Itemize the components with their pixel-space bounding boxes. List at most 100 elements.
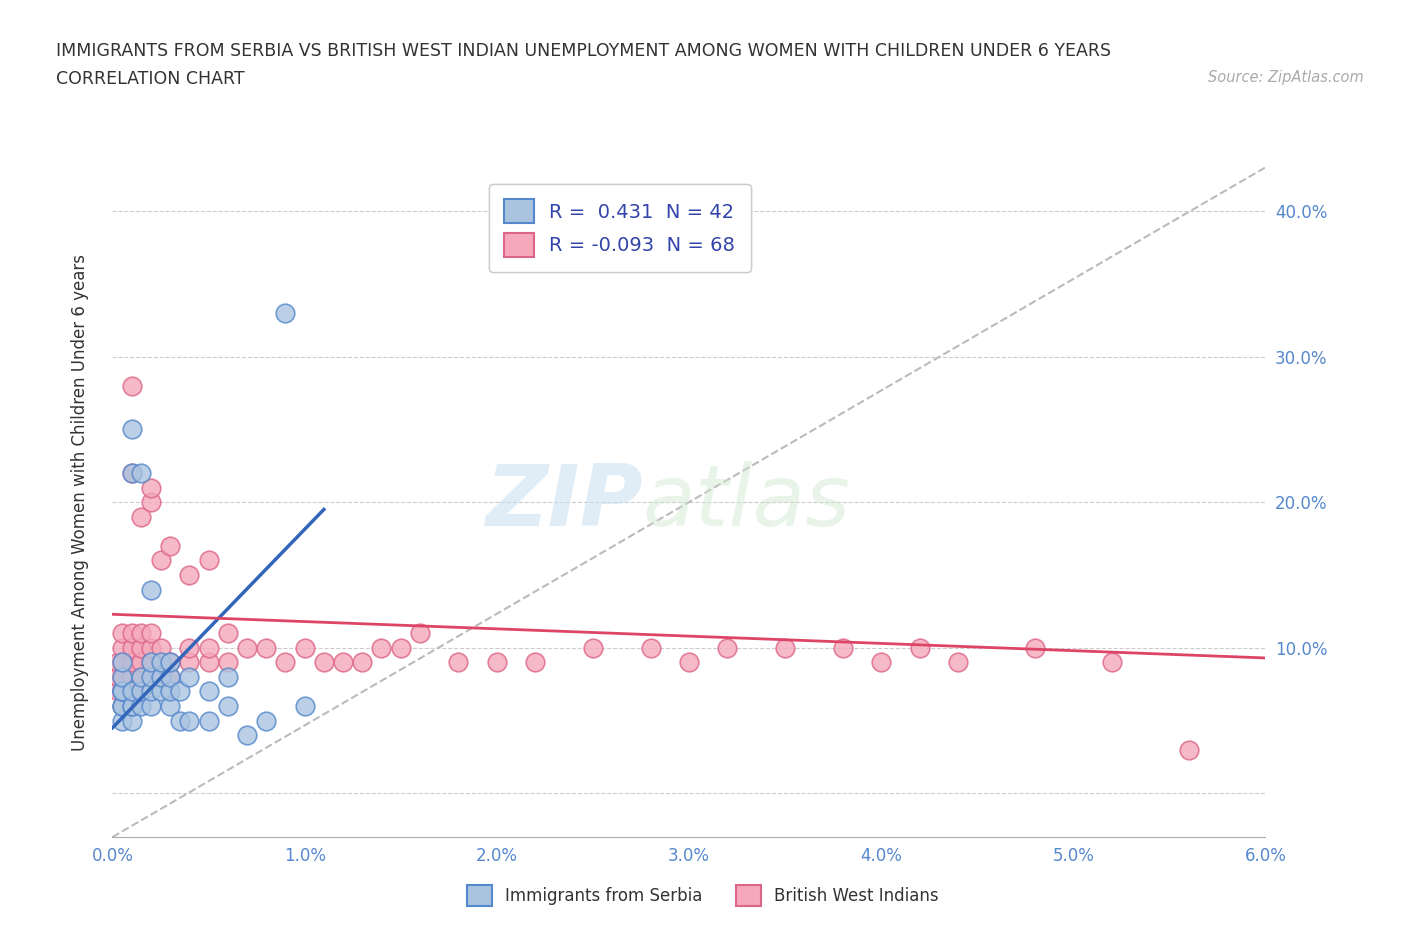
- Point: [107, 670, 129, 684]
- Point: [111, 641, 134, 656]
- Point: [159, 670, 181, 684]
- Point: [121, 466, 143, 481]
- Point: [1101, 655, 1123, 670]
- Point: [197, 641, 219, 656]
- Point: [1177, 742, 1199, 757]
- Point: [111, 655, 134, 670]
- Point: [129, 698, 153, 713]
- Point: [129, 684, 153, 698]
- Point: [870, 655, 893, 670]
- Text: Source: ZipAtlas.com: Source: ZipAtlas.com: [1208, 70, 1364, 85]
- Point: [129, 670, 153, 684]
- Point: [111, 670, 134, 684]
- Point: [139, 480, 162, 495]
- Point: [129, 626, 153, 641]
- Point: [111, 684, 134, 698]
- Point: [236, 641, 259, 656]
- Point: [294, 698, 316, 713]
- Point: [139, 670, 162, 684]
- Point: [149, 655, 172, 670]
- Point: [139, 582, 162, 597]
- Point: [111, 655, 134, 670]
- Point: [129, 655, 153, 670]
- Point: [447, 655, 470, 670]
- Point: [139, 655, 162, 670]
- Point: [352, 655, 374, 670]
- Point: [111, 684, 134, 698]
- Point: [409, 626, 432, 641]
- Point: [111, 713, 134, 728]
- Point: [139, 626, 162, 641]
- Point: [582, 641, 605, 656]
- Point: [121, 466, 143, 481]
- Point: [107, 684, 129, 698]
- Point: [111, 684, 134, 698]
- Point: [197, 713, 219, 728]
- Point: [159, 670, 181, 684]
- Point: [121, 422, 143, 437]
- Point: [159, 538, 181, 553]
- Text: atlas: atlas: [643, 460, 851, 544]
- Legend: Immigrants from Serbia, British West Indians: Immigrants from Serbia, British West Ind…: [460, 879, 946, 912]
- Point: [139, 684, 162, 698]
- Point: [139, 698, 162, 713]
- Y-axis label: Unemployment Among Women with Children Under 6 years: Unemployment Among Women with Children U…: [70, 254, 89, 751]
- Point: [217, 670, 239, 684]
- Point: [111, 698, 134, 713]
- Point: [149, 641, 172, 656]
- Point: [169, 713, 191, 728]
- Point: [332, 655, 354, 670]
- Point: [274, 306, 297, 321]
- Point: [121, 379, 143, 393]
- Point: [197, 655, 219, 670]
- Point: [254, 641, 277, 656]
- Point: [121, 655, 143, 670]
- Point: [121, 698, 143, 713]
- Point: [111, 670, 134, 684]
- Text: IMMIGRANTS FROM SERBIA VS BRITISH WEST INDIAN UNEMPLOYMENT AMONG WOMEN WITH CHIL: IMMIGRANTS FROM SERBIA VS BRITISH WEST I…: [56, 42, 1111, 60]
- Point: [716, 641, 738, 656]
- Point: [485, 655, 508, 670]
- Point: [129, 466, 153, 481]
- Point: [121, 670, 143, 684]
- Point: [197, 684, 219, 698]
- Point: [129, 670, 153, 684]
- Point: [179, 655, 201, 670]
- Point: [121, 626, 143, 641]
- Point: [111, 698, 134, 713]
- Text: CORRELATION CHART: CORRELATION CHART: [56, 70, 245, 87]
- Point: [312, 655, 335, 670]
- Point: [121, 698, 143, 713]
- Point: [773, 641, 796, 656]
- Point: [139, 670, 162, 684]
- Text: ZIP: ZIP: [485, 460, 643, 544]
- Point: [149, 553, 172, 568]
- Point: [197, 553, 219, 568]
- Point: [159, 684, 181, 698]
- Point: [121, 684, 143, 698]
- Point: [179, 713, 201, 728]
- Point: [111, 698, 134, 713]
- Point: [389, 641, 412, 656]
- Point: [217, 698, 239, 713]
- Point: [121, 713, 143, 728]
- Point: [121, 641, 143, 656]
- Point: [129, 510, 153, 525]
- Point: [640, 641, 662, 656]
- Point: [139, 495, 162, 510]
- Point: [294, 641, 316, 656]
- Point: [179, 641, 201, 656]
- Point: [236, 727, 259, 742]
- Point: [159, 655, 181, 670]
- Legend: R =  0.431  N = 42, R = -0.093  N = 68: R = 0.431 N = 42, R = -0.093 N = 68: [489, 184, 751, 272]
- Point: [179, 670, 201, 684]
- Point: [179, 567, 201, 582]
- Point: [149, 684, 172, 698]
- Point: [139, 655, 162, 670]
- Point: [149, 670, 172, 684]
- Point: [159, 698, 181, 713]
- Point: [111, 684, 134, 698]
- Point: [831, 641, 853, 656]
- Point: [169, 684, 191, 698]
- Point: [139, 641, 162, 656]
